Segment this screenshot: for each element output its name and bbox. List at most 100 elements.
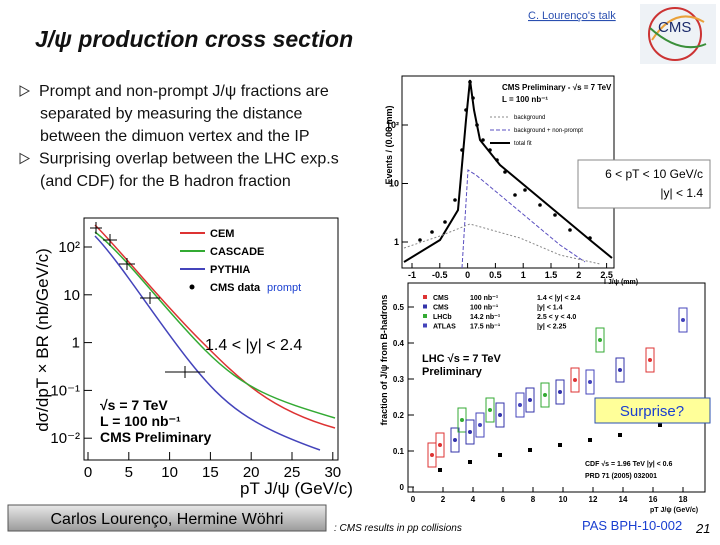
data-point <box>418 238 422 242</box>
legend-swatch <box>423 323 427 328</box>
x-tick-label: 2 <box>441 495 446 504</box>
bullet-text: (and CDF) for the B hadron fraction <box>40 173 291 190</box>
data-point <box>618 368 622 372</box>
data-point <box>471 96 475 100</box>
data-point <box>460 148 464 152</box>
cascade-curve <box>94 231 336 419</box>
legend-label: 17.5 nb⁻¹ <box>470 324 501 331</box>
x-tick-label: 0 <box>411 495 416 504</box>
cdf-point <box>468 460 472 464</box>
data-point <box>513 193 517 197</box>
data-point <box>481 138 485 142</box>
legend-label: CASCADE <box>210 246 264 258</box>
x-tick-label: 5 <box>125 464 133 481</box>
data-point <box>498 413 502 417</box>
legend-label: 100 nb⁻¹ <box>470 305 499 312</box>
data-point <box>478 423 482 427</box>
bullet-text: Surprising overlap between the LHC exp.s <box>39 151 339 168</box>
x-tick-label: 10 <box>161 464 178 481</box>
legend-label: CMS data <box>210 282 261 294</box>
legend-label: ATLAS <box>433 324 456 331</box>
data-point <box>543 393 547 397</box>
logo-bg <box>640 4 716 64</box>
legend-label: 1.4 < |y| < 2.4 <box>537 295 580 302</box>
x-tick-label: -1 <box>408 270 416 280</box>
y-tick-label: 10⁻¹ <box>50 382 80 399</box>
surprise-text: Surprise? <box>620 403 684 420</box>
data-point <box>573 378 577 382</box>
y-tick-label: 0.5 <box>393 303 405 312</box>
y-axis-label: dσ/dpT × BR (nb/GeV/c) <box>33 248 52 432</box>
data-point <box>488 408 492 412</box>
footer-authors: Carlos Lourenço, Hermine Wöhri <box>51 511 284 528</box>
data-box <box>435 432 445 458</box>
legend-label: CMS <box>433 295 449 302</box>
fraction-plot: fraction of J/ψ from B-hadrons pT J/ψ (G… <box>379 282 706 514</box>
surprise-box <box>594 397 711 424</box>
data-point <box>475 123 479 127</box>
info-line: CMS Preliminary <box>100 429 211 445</box>
data-point <box>488 148 492 152</box>
data-point <box>503 170 507 174</box>
x-tick-label: 6 <box>501 495 506 504</box>
data-point <box>468 430 472 434</box>
x-tick-label: 18 <box>679 495 688 504</box>
legend-label: CEM <box>210 228 234 240</box>
bullet-arrow <box>19 85 31 97</box>
cdf-point <box>658 423 662 427</box>
data-point <box>538 203 542 207</box>
data-point <box>588 236 592 240</box>
cdf-point <box>528 448 532 452</box>
data-point <box>430 230 434 234</box>
data-point <box>523 188 527 192</box>
y-tick-label: 10 <box>63 287 80 304</box>
lumi-label: L = 100 nb⁻¹ <box>502 95 548 104</box>
x-tick-label: 4 <box>471 495 476 504</box>
y-axis-label: Events / (0.06 mm) <box>384 105 394 184</box>
legend: CMS 100 nb⁻¹ 1.4 < |y| < 2.4 CMS 100 nb⁻¹ |y|… <box>423 295 580 331</box>
cdf-point <box>438 468 442 472</box>
cdf-label: CDF √s = 1.96 TeV |y| < 0.6 <box>585 460 673 468</box>
x-tick-label: 15 <box>202 464 219 481</box>
data-point <box>453 198 457 202</box>
slide-title: J/ψ production cross section <box>35 26 353 52</box>
data-point <box>443 220 447 224</box>
y-tick-label: 10² <box>58 239 80 256</box>
cross-section-plot: dσ/dpT × BR (nb/GeV/c) pT J/ψ (GeV/c) 0 5… <box>33 217 353 498</box>
legend-label: |y| < 1.4 <box>537 305 563 312</box>
data-box <box>540 382 550 408</box>
bullet-text: separated by measuring the distance <box>40 106 302 123</box>
x-tick-label: 2 <box>576 270 581 280</box>
x-tick-label: 16 <box>649 495 658 504</box>
background-curve <box>403 223 601 265</box>
x-tick-label: 0 <box>465 270 470 280</box>
legend-note: prompt <box>267 282 301 294</box>
lhc-label: LHC √s = 7 TeV <box>422 353 502 365</box>
y-tick-label: 10⁻² <box>50 430 80 447</box>
bullet-list: Prompt and non-prompt J/ψ fractions are s… <box>19 83 339 190</box>
data-point <box>558 390 562 394</box>
data-box <box>515 392 525 418</box>
talk-link[interactable]: C. Lourenço's talk <box>528 10 616 22</box>
x-tick-label: 30 <box>324 464 341 481</box>
legend-label: LHCb <box>433 314 452 321</box>
logo-text: CMS <box>658 19 691 36</box>
kinematic-y: |y| < 1.4 <box>660 186 703 200</box>
data-point <box>495 158 499 162</box>
data-point <box>648 358 652 362</box>
data-box <box>485 397 495 423</box>
data-box <box>525 387 535 413</box>
cdf-point <box>588 438 592 442</box>
plot-frame <box>407 282 706 493</box>
y-tick-label: 10² <box>386 120 399 130</box>
data-box <box>555 379 565 405</box>
data-box <box>450 427 460 453</box>
data-point <box>453 438 457 442</box>
info-line: L = 100 nb⁻¹ <box>100 413 181 429</box>
legend-label: total fit <box>514 141 532 147</box>
bullet-text: between the dimuon vertex and the IP <box>40 128 310 145</box>
y-tick-label: 1 <box>394 237 399 247</box>
legend-label: 100 nb⁻¹ <box>470 295 499 302</box>
cdf-point <box>618 433 622 437</box>
